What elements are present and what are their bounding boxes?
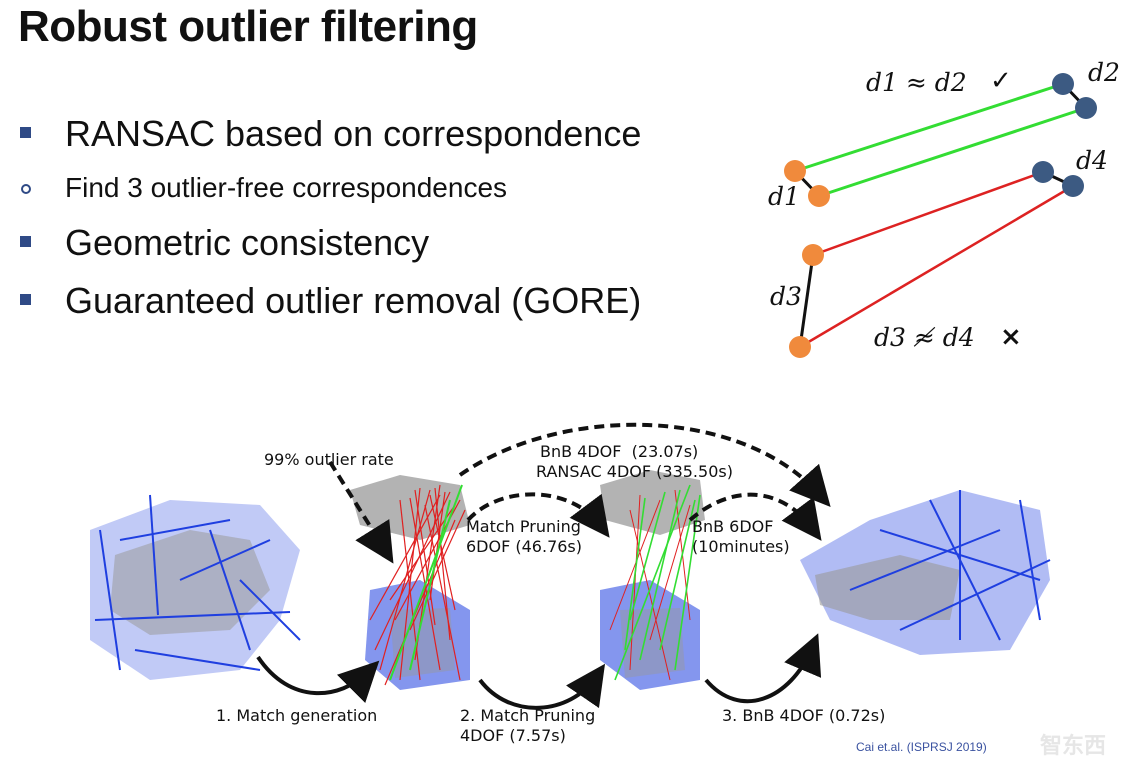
square-bullet-icon [20,236,31,247]
eq-inconsistent: d3 ≉ d4 [874,323,975,352]
cross-mark-icon: × [1000,322,1022,352]
label-d2: d2 [1088,58,1120,87]
target-point [1062,175,1084,197]
distance-d3-line [798,254,815,348]
check-mark-icon: ✓ [990,66,1012,96]
label-bnb-4dof-top: BnB 4DOF (23.07s) [540,442,699,461]
circle-bullet-icon [21,184,31,194]
source-point [802,244,824,266]
left-point-cloud [90,494,301,680]
label-step3: 3. BnB 4DOF (0.72s) [722,706,886,725]
label-d1: d1 [768,182,800,211]
square-bullet-icon [20,294,31,305]
target-point [1032,161,1054,183]
outlier-line [799,184,1074,349]
target-point [1075,97,1097,119]
eq-consistent: d1 ≈ d2 [866,68,967,97]
label-step2: 2. Match Pruning 4DOF (7.57s) [460,706,596,745]
source-point [808,185,830,207]
source-point [784,160,806,182]
label-ransac-4dof: RANSAC 4DOF (335.50s) [536,462,733,481]
source-point [789,336,811,358]
label-step1: 1. Match generation [216,706,378,725]
inlier-line [794,82,1064,173]
middle-left-point-clouds [350,475,470,690]
slide-title: Robust outlier filtering [18,2,478,51]
outlier-line [812,170,1044,257]
label-match-pruning-6dof: Match Pruning 6DOF (46.76s) [466,517,583,556]
watermark: 智东西 [1040,733,1107,758]
square-bullet-icon [20,127,31,138]
bullet-ransac: RANSAC based on correspondence [65,113,642,154]
label-bnb-6dof: BnB 6DOF (10minutes) [692,517,790,556]
sub-bullet-find3: Find 3 outlier-free correspondences [65,172,508,203]
label-d3: d3 [770,282,802,311]
pipeline-figure [90,422,1051,710]
label-d4: d4 [1076,146,1108,175]
middle-right-point-clouds [600,470,705,690]
label-outlier-rate: 99% outlier rate [264,450,394,469]
target-point [1052,73,1074,95]
consistency-diagram [784,73,1097,358]
right-point-cloud [800,490,1051,655]
citation: Cai et.al. (ISPRSJ 2019) [856,740,987,754]
bullet-gore: Guaranteed outlier removal (GORE) [65,280,642,321]
inlier-line [818,106,1087,198]
bullet-geometric: Geometric consistency [65,222,430,263]
